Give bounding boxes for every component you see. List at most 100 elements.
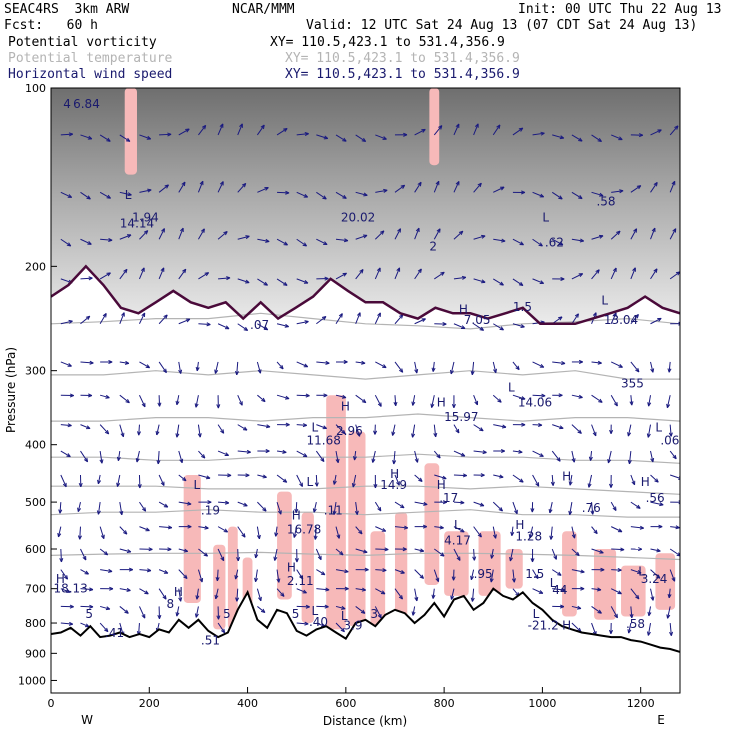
wind-vector xyxy=(669,228,677,240)
wind-vector-head xyxy=(163,503,169,508)
extremum-label: H xyxy=(641,475,650,489)
wind-vector xyxy=(552,361,566,364)
wind-vector xyxy=(178,474,187,482)
wind-vector-head xyxy=(435,577,440,583)
wind-vector xyxy=(491,548,494,559)
wind-vector xyxy=(490,569,494,583)
wind-vector xyxy=(335,450,339,463)
wind-vector xyxy=(493,323,504,331)
wind-vector-head xyxy=(539,363,545,368)
wind-vector xyxy=(119,234,132,240)
wind-vector-head xyxy=(400,504,405,509)
wind-vector xyxy=(650,227,656,240)
wind-vector xyxy=(512,238,524,246)
wind-vector xyxy=(178,227,184,240)
wind-vector xyxy=(571,238,584,242)
wind-vector-head xyxy=(302,453,308,458)
wind-vector xyxy=(571,273,583,280)
wind-vector-head xyxy=(245,235,250,240)
wind-vector xyxy=(335,238,348,242)
wind-vector-head xyxy=(157,614,162,620)
wind-vector xyxy=(176,395,180,405)
wind-vector-head xyxy=(313,535,318,540)
wind-vector-head xyxy=(120,432,125,438)
extremum-label: .41 xyxy=(105,626,124,640)
wind-vector-head xyxy=(219,181,224,186)
wind-vector xyxy=(453,181,460,193)
wind-vector-head xyxy=(106,194,111,199)
wind-vector-head xyxy=(181,181,186,187)
wind-vector xyxy=(473,323,484,331)
wind-vector-head xyxy=(419,574,424,579)
wind-vector xyxy=(158,501,169,508)
wind-vector xyxy=(198,548,208,557)
wind-vector xyxy=(237,501,248,507)
wind-vector xyxy=(355,134,366,142)
wind-vector-head xyxy=(342,272,347,277)
wind-vectors xyxy=(57,123,680,636)
wind-vector-head xyxy=(141,614,146,619)
wind-vector xyxy=(374,267,381,280)
terrain xyxy=(51,587,680,693)
wind-vector xyxy=(277,191,290,194)
wind-vector-head xyxy=(451,576,456,581)
extremum-label: 2.11 xyxy=(287,574,314,588)
wind-vector xyxy=(158,474,165,486)
wind-vector xyxy=(394,526,408,529)
wind-vector-head xyxy=(539,280,545,284)
wind-vector-head xyxy=(140,267,145,272)
wind-vector xyxy=(119,606,129,614)
wind-vector xyxy=(591,502,594,515)
wind-vector xyxy=(512,323,525,328)
wind-vector-head xyxy=(200,228,205,233)
wind-vector-head xyxy=(303,280,309,284)
wind-vector-head xyxy=(163,314,168,319)
wind-vector-head xyxy=(317,555,322,561)
wind-vector-head xyxy=(325,360,330,365)
extremum-label: L xyxy=(655,420,662,434)
x-axis-label: Distance (km) xyxy=(323,714,407,728)
wind-vector xyxy=(453,123,460,136)
wind-vector xyxy=(669,622,672,636)
extremum-label: .76 xyxy=(582,501,601,515)
field-xy-wind: XY= 110.5,423.1 to 531.4,356.9 xyxy=(285,67,520,82)
wind-vector-head xyxy=(106,272,111,277)
wind-vector-head xyxy=(600,567,605,572)
wind-vector xyxy=(412,424,416,438)
wind-vector-head xyxy=(127,192,132,197)
wind-vector-head xyxy=(148,547,153,552)
wind-vector xyxy=(313,501,317,513)
wind-vector xyxy=(80,277,93,280)
wind-vector-head xyxy=(125,137,131,142)
wind-vector-head xyxy=(579,238,585,243)
wind-vector xyxy=(315,474,318,487)
wind-vector xyxy=(650,501,664,506)
wind-vector-head xyxy=(141,402,146,408)
wind-vector xyxy=(198,125,207,136)
wind-vector xyxy=(355,502,358,515)
wind-vector-head xyxy=(635,594,640,600)
wind-vector-head xyxy=(557,571,562,576)
wind-vector-head xyxy=(371,458,376,463)
wind-vector xyxy=(296,622,309,625)
wind-vector-head xyxy=(596,587,602,592)
wind-vector-head xyxy=(360,609,366,614)
wind-vector-head xyxy=(592,431,597,437)
wind-vector-head xyxy=(479,502,485,507)
wind-vector xyxy=(610,267,617,280)
wind-vector-head xyxy=(440,552,445,557)
wind-vector xyxy=(532,191,544,198)
extremum-label: H xyxy=(562,618,571,632)
wind-vector-head xyxy=(194,403,199,408)
wind-vector xyxy=(255,569,258,582)
wind-vector xyxy=(473,548,475,561)
wind-vector-head xyxy=(436,454,441,459)
wind-vector-head xyxy=(635,367,640,373)
wind-vector-head xyxy=(618,136,623,141)
wind-vector-head xyxy=(415,227,420,233)
wind-vector xyxy=(276,394,290,400)
wind-vector-head xyxy=(262,474,267,479)
wind-vector xyxy=(296,588,307,594)
wind-vector-head xyxy=(104,429,110,435)
